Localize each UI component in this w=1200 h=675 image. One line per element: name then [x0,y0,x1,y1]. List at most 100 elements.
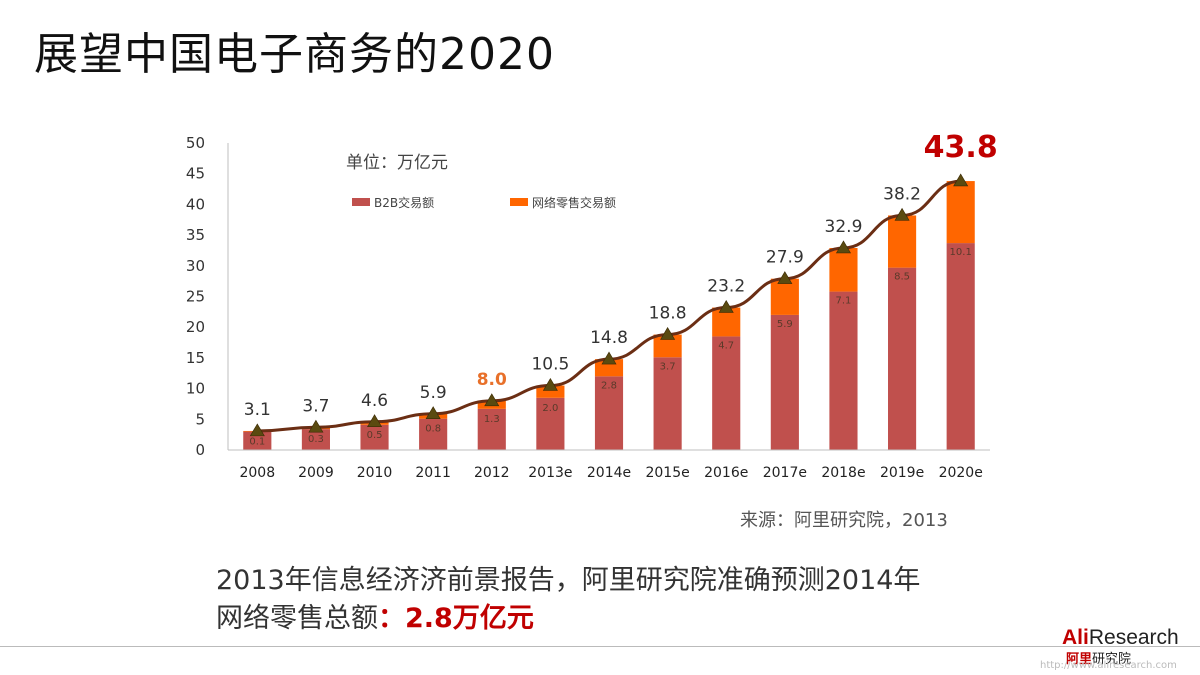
logo-cn: 阿里研究院 [1066,648,1131,667]
bar-b2b [536,397,565,450]
x-tick-label: 2018e [821,465,865,481]
y-tick-label: 5 [195,410,205,428]
bar-retail [829,247,858,292]
bar-b2b [301,429,330,450]
total-value-label: 3.1 [244,400,271,420]
total-value-labels: 3.1 3.7 4.6 5.9 8.0 10.5 14.8 18.8 23.2 27.9 32.9 3… [244,130,998,420]
total-value-label: 10.5 [531,355,569,375]
logo-cn-rest: 研究院 [1092,652,1132,667]
page-title: 展望中国电子商务的2020 [34,29,555,80]
trend-marker [542,377,558,391]
total-value-label: 23.2 [707,277,745,297]
total-value-label: 3.7 [302,396,329,416]
y-tick-label: 35 [186,226,205,244]
summary-line-2-prefix: 网络零售总额 [216,603,378,634]
trend-marker [425,406,441,419]
logo-cn-red: 阿里 [1066,652,1093,667]
summary-text: 2013年信息经济济前景报告，阿里研究院准确预测2014年 网络零售总额：2.8… [216,562,920,638]
x-tick-label: 2016e [704,465,748,481]
bar-b2b [770,314,799,450]
x-tick-label: 2020e [939,465,983,481]
trend-marker [777,271,793,284]
logo-wordmark-rest: Research [1088,626,1179,649]
x-tick-label: 2012 [474,465,510,481]
legend: B2B交易额 网络零售交易额 [352,195,616,210]
y-tick-label: 40 [186,195,205,213]
total-value-label: 18.8 [649,304,687,324]
bar-retail [536,385,565,398]
y-axis: 0 5 10 15 20 25 30 35 40 45 50 [186,134,229,459]
footer-divider [0,646,1200,647]
trend-line-group [249,173,969,437]
summary-line-1: 2013年信息经济济前景报告，阿里研究院准确预测2014年 [216,565,921,596]
bar-retail [653,334,682,358]
x-tick-label: 2010 [357,465,393,481]
bar-b2b [594,376,624,450]
bar-retail [888,215,917,268]
bars [243,181,975,450]
trend-marker [953,173,969,187]
x-tick-label: 2019e [880,465,924,481]
bar-b2b [946,243,975,450]
x-tick-label: 2009 [298,465,334,481]
bar-b2b [360,424,389,450]
total-value-label: 8.0 [477,370,507,390]
trend-marker [718,299,734,313]
summary-line-2: 网络零售总额：2.8万亿元 [216,600,920,638]
x-tick-label: 2015e [645,465,689,481]
y-tick-label: 20 [186,318,205,336]
retail-value-label: 2.8 [601,380,617,391]
trend-marker [308,419,324,433]
logo-wordmark: AliResearch [1062,626,1179,650]
bar-b2b [712,336,741,450]
x-tick-label: 2017e [763,465,807,481]
bar-retail [770,278,799,315]
trend-marker [367,414,383,427]
trend-marker [249,423,265,437]
retail-value-label: 5.9 [777,319,793,330]
trend-marker [894,207,910,221]
total-value-label: 14.8 [590,328,628,348]
y-tick-label: 25 [186,288,205,306]
total-value-label: 32.9 [825,217,863,237]
logo-wordmark-red: Ali [1062,626,1089,649]
retail-value-labels: 0.1 0.3 0.5 0.8 1.3 2.0 2.8 3.7 4.7 5.9 7.1 8.5 10.1 [249,247,971,447]
retail-value-label: 4.7 [718,340,734,351]
trend-marker [484,393,500,407]
total-value-label: 4.6 [361,391,388,411]
retail-value-label: 0.5 [367,430,383,441]
retail-value-label: 3.7 [660,361,676,372]
logo-url: http://www.aliresearch.com [1040,660,1177,671]
bar-b2b [477,408,506,450]
x-tick-label: 2014e [587,465,631,481]
bar-b2b [888,267,917,450]
trend-marker [601,351,617,365]
legend-label-b2b: B2B交易额 [374,195,434,210]
y-tick-label: 0 [195,441,205,459]
retail-value-label: 2.0 [542,403,558,414]
y-tick-label: 15 [186,349,205,367]
bar-b2b [653,357,682,450]
bar-retail [946,181,975,244]
bar-b2b [243,431,272,450]
unit-label: 单位：万亿元 [346,153,448,173]
legend-label-retail: 网络零售交易额 [532,195,616,210]
source-note: 来源：阿里研究院，2013 [740,510,948,531]
bar-retail [594,359,624,377]
y-tick-label: 10 [186,380,205,398]
y-tick-label: 45 [186,165,205,183]
y-tick-label: 30 [186,257,205,275]
retail-value-label: 10.1 [950,247,972,258]
bar-b2b [419,418,448,450]
retail-value-label: 0.8 [425,424,441,435]
aliresearch-logo: AliResearch 阿里研究院 http://www.aliresearch… [1040,626,1198,672]
x-tick-label: 2011 [415,465,451,481]
x-axis: 2008 2009 2010 2011 2012 2013e 2014e 2015e 2016e… [228,449,990,481]
retail-value-label: 0.3 [308,434,324,445]
trend-marker [660,326,676,340]
retail-value-label: 0.1 [249,437,265,448]
retail-value-label: 8.5 [894,272,910,283]
total-value-label: 5.9 [420,383,447,403]
total-value-label: 38.2 [883,184,921,204]
legend-swatch-b2b [352,198,370,206]
